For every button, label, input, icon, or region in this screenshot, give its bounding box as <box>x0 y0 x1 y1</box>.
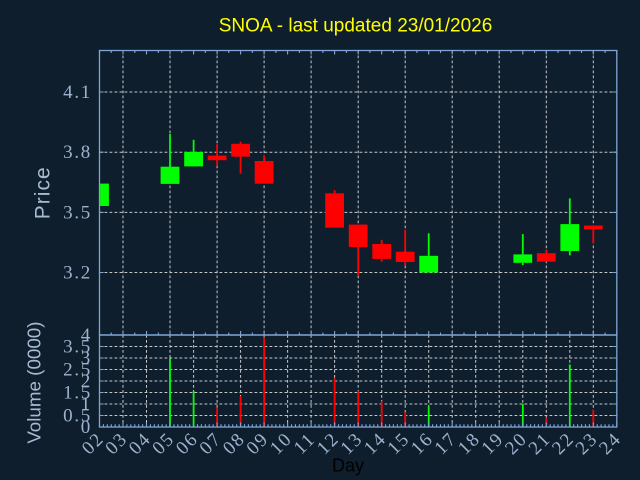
svg-text:Price: Price <box>32 166 55 219</box>
svg-text:0: 0 <box>81 417 92 438</box>
svg-text:SNOA - last updated 23/01/2026: SNOA - last updated 23/01/2026 <box>219 15 493 36</box>
svg-text:0.5: 0.5 <box>63 406 92 427</box>
svg-text:1: 1 <box>81 394 92 415</box>
svg-text:4: 4 <box>81 325 92 346</box>
svg-text:2.5: 2.5 <box>63 360 92 381</box>
svg-text:Day: Day <box>332 456 364 476</box>
svg-text:4.1: 4.1 <box>63 82 92 103</box>
svg-text:3.8: 3.8 <box>63 142 92 163</box>
svg-text:2: 2 <box>81 371 92 392</box>
svg-text:3.5: 3.5 <box>63 202 92 223</box>
svg-text:3.5: 3.5 <box>63 337 92 358</box>
svg-text:3: 3 <box>81 348 92 369</box>
svg-text:3.2: 3.2 <box>63 263 92 284</box>
svg-text:1.5: 1.5 <box>63 383 92 404</box>
svg-text:Volume (0000): Volume (0000) <box>24 322 45 444</box>
